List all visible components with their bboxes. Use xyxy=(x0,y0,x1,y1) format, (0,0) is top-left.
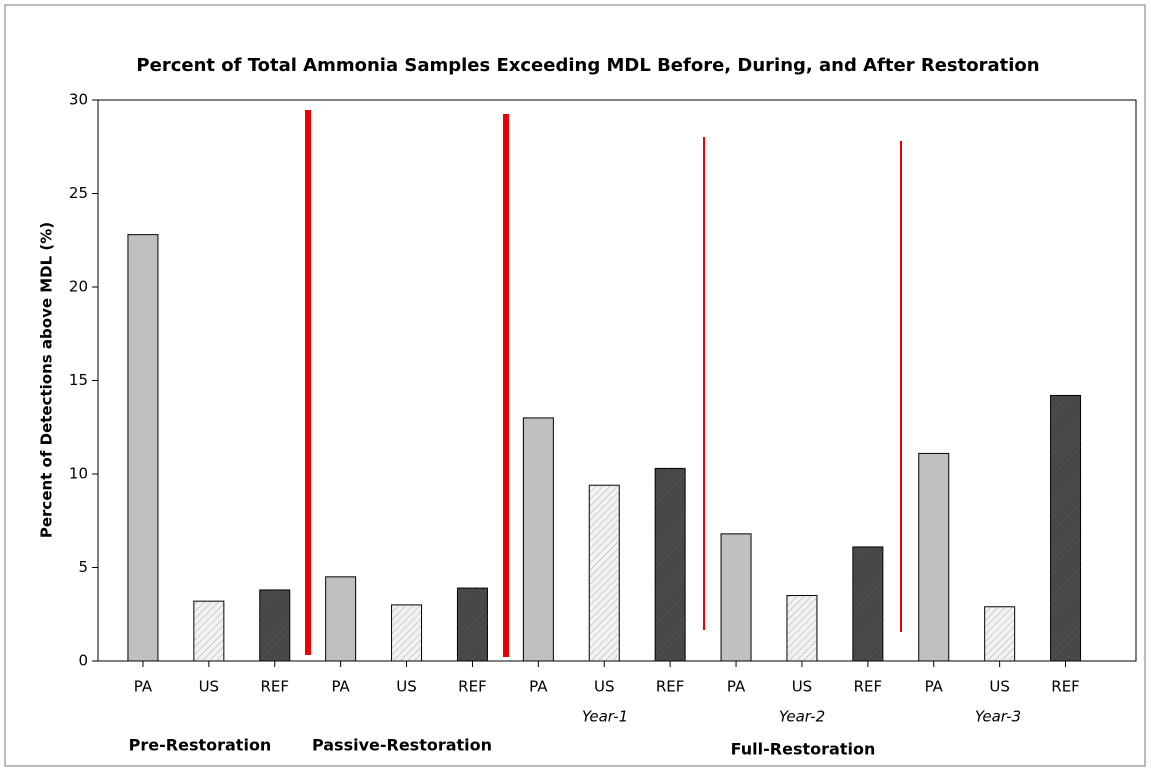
bar xyxy=(918,452,950,662)
year-label: Year-3 xyxy=(975,708,1021,726)
bar xyxy=(259,589,291,662)
x-tick-label: PA xyxy=(331,678,350,696)
x-tick-label: PA xyxy=(925,678,944,696)
bar xyxy=(391,604,423,662)
bar xyxy=(325,576,357,662)
y-tick-label: 15 xyxy=(69,371,88,389)
bar xyxy=(127,234,159,662)
year-label: Year-1 xyxy=(582,708,628,726)
y-axis-label: Percent of Detections above MDL (%) xyxy=(38,222,56,538)
x-tick-label: REF xyxy=(458,678,487,696)
x-tick-label: PA xyxy=(529,678,548,696)
bar xyxy=(786,595,818,662)
x-tick-label: REF xyxy=(656,678,685,696)
x-tick-label: PA xyxy=(134,678,153,696)
phase-label: Full-Restoration xyxy=(731,740,876,759)
x-tick-label: US xyxy=(199,678,220,696)
x-tick-label: PA xyxy=(727,678,746,696)
bar xyxy=(193,600,225,662)
phase-label: Passive-Restoration xyxy=(312,736,492,755)
x-tick-label: US xyxy=(989,678,1010,696)
phase-label: Pre-Restoration xyxy=(129,736,272,755)
chart-title: Percent of Total Ammonia Samples Exceedi… xyxy=(136,55,1039,76)
bar xyxy=(984,606,1016,662)
y-tick-label: 0 xyxy=(78,652,88,670)
y-tick-label: 20 xyxy=(69,278,88,296)
bar xyxy=(588,484,620,662)
bar xyxy=(456,587,488,662)
y-tick-label: 10 xyxy=(69,465,88,483)
x-tick-label: REF xyxy=(854,678,883,696)
y-tick-label: 5 xyxy=(78,558,88,576)
bar xyxy=(852,546,884,662)
bar xyxy=(522,417,554,662)
x-tick-label: REF xyxy=(260,678,289,696)
year-label: Year-2 xyxy=(779,708,825,726)
bar xyxy=(1050,394,1082,662)
x-tick-label: US xyxy=(396,678,417,696)
x-tick-label: US xyxy=(594,678,615,696)
bar xyxy=(654,467,686,662)
y-tick-label: 30 xyxy=(69,91,88,109)
bar xyxy=(720,533,752,662)
x-tick-label: REF xyxy=(1051,678,1080,696)
x-tick-label: US xyxy=(792,678,813,696)
y-tick-label: 25 xyxy=(69,184,88,202)
